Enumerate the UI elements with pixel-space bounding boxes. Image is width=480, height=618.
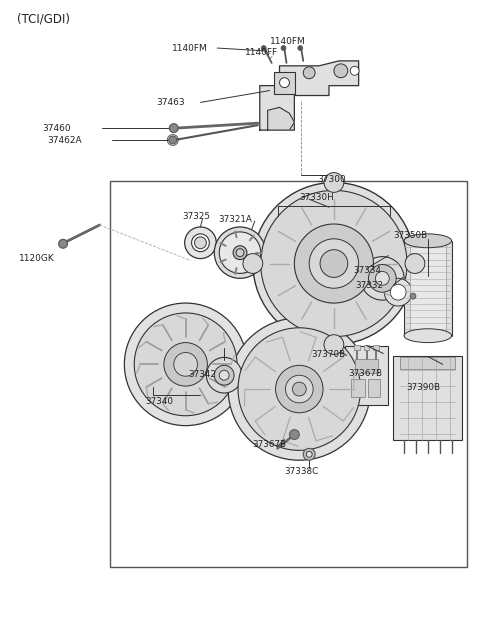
- Bar: [355, 360, 378, 373]
- Bar: [393, 357, 462, 441]
- Text: 37340: 37340: [145, 397, 173, 407]
- Bar: [404, 241, 452, 336]
- Circle shape: [303, 67, 315, 78]
- Bar: [351, 379, 364, 397]
- Circle shape: [303, 449, 315, 460]
- Circle shape: [410, 293, 416, 299]
- Circle shape: [214, 365, 234, 385]
- Ellipse shape: [404, 329, 452, 342]
- Circle shape: [298, 46, 303, 51]
- Circle shape: [289, 430, 300, 439]
- Text: 37334: 37334: [354, 266, 382, 275]
- Bar: [274, 72, 295, 93]
- Circle shape: [134, 313, 237, 416]
- Ellipse shape: [236, 248, 244, 256]
- Circle shape: [369, 265, 396, 292]
- Text: 37390B: 37390B: [406, 383, 440, 392]
- Bar: [373, 345, 379, 350]
- Text: 37350B: 37350B: [393, 231, 427, 240]
- Circle shape: [238, 328, 360, 451]
- Circle shape: [261, 46, 266, 51]
- Circle shape: [219, 370, 229, 380]
- Text: 37332: 37332: [356, 281, 384, 290]
- Ellipse shape: [214, 227, 266, 278]
- Bar: [410, 245, 445, 332]
- Text: 37367B: 37367B: [252, 440, 286, 449]
- Circle shape: [261, 190, 407, 337]
- Circle shape: [320, 250, 348, 277]
- Text: 37338C: 37338C: [285, 467, 319, 476]
- Circle shape: [169, 136, 177, 144]
- Circle shape: [164, 342, 207, 386]
- Circle shape: [324, 335, 344, 355]
- Text: 37342: 37342: [189, 370, 216, 379]
- Circle shape: [309, 239, 359, 288]
- Circle shape: [174, 352, 197, 376]
- Text: 1140FM: 1140FM: [172, 43, 207, 53]
- Circle shape: [253, 182, 415, 345]
- Circle shape: [228, 318, 371, 460]
- Circle shape: [279, 78, 289, 88]
- Text: 1140FM: 1140FM: [270, 36, 305, 46]
- Polygon shape: [268, 108, 294, 130]
- Text: 37321A: 37321A: [218, 214, 252, 224]
- Circle shape: [194, 237, 206, 248]
- Circle shape: [294, 224, 373, 303]
- Text: 37330H: 37330H: [300, 193, 334, 202]
- Circle shape: [405, 253, 425, 273]
- Text: 1140FF: 1140FF: [245, 48, 278, 57]
- Bar: [400, 357, 456, 370]
- Bar: [369, 379, 380, 397]
- Circle shape: [169, 124, 178, 133]
- Text: 37370B: 37370B: [311, 350, 345, 359]
- Circle shape: [324, 172, 344, 192]
- Circle shape: [276, 365, 323, 413]
- Text: 37462A: 37462A: [47, 137, 82, 145]
- Text: 37325: 37325: [183, 211, 211, 221]
- Bar: [354, 345, 360, 350]
- Circle shape: [292, 382, 306, 396]
- Circle shape: [192, 234, 209, 252]
- Ellipse shape: [233, 246, 247, 260]
- Ellipse shape: [404, 234, 452, 248]
- Text: 37367B: 37367B: [349, 369, 383, 378]
- Circle shape: [124, 303, 247, 426]
- Bar: [109, 182, 468, 567]
- Polygon shape: [260, 61, 359, 130]
- Circle shape: [375, 271, 389, 286]
- Text: 37463: 37463: [156, 98, 185, 107]
- Text: (TCI/GDI): (TCI/GDI): [17, 13, 70, 26]
- Circle shape: [360, 256, 404, 300]
- Circle shape: [206, 357, 242, 393]
- Bar: [363, 345, 370, 350]
- Text: 37460: 37460: [42, 124, 71, 133]
- Circle shape: [185, 227, 216, 258]
- Circle shape: [286, 375, 313, 403]
- Circle shape: [306, 451, 312, 457]
- Circle shape: [350, 66, 359, 75]
- Circle shape: [390, 284, 406, 300]
- Bar: [345, 345, 388, 405]
- Text: 37300: 37300: [317, 175, 346, 184]
- Circle shape: [384, 278, 412, 306]
- Circle shape: [334, 64, 348, 78]
- Text: 1120GK: 1120GK: [19, 254, 54, 263]
- Circle shape: [281, 46, 286, 51]
- Ellipse shape: [219, 232, 261, 273]
- Circle shape: [59, 239, 68, 248]
- Circle shape: [243, 253, 263, 273]
